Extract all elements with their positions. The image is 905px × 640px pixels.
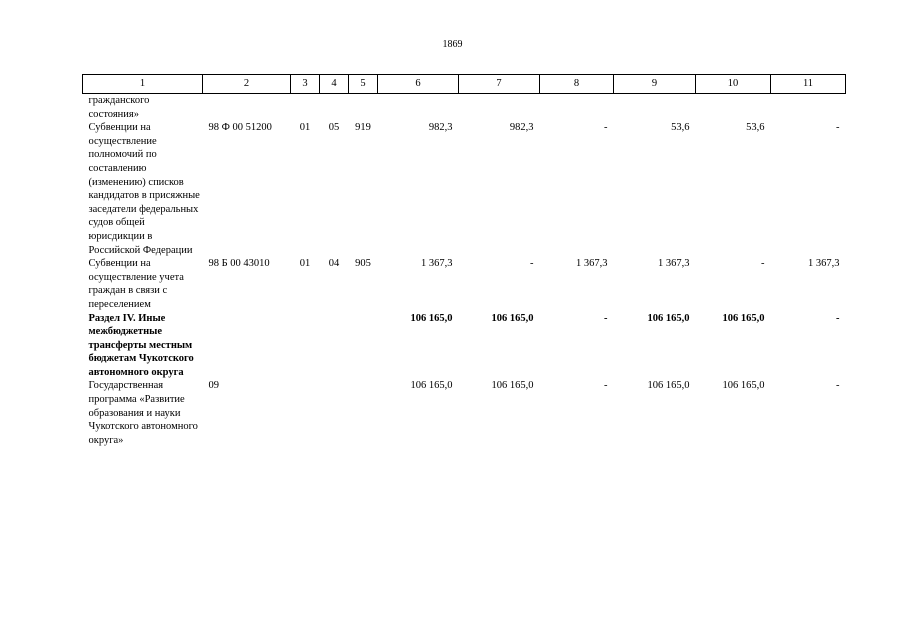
ministry-code-cell: 919	[355, 122, 371, 134]
value-cell: 106 165,0	[491, 380, 534, 392]
column-header: 8	[539, 74, 614, 94]
value-cell: -	[530, 258, 534, 270]
subsection-cell	[320, 312, 349, 380]
row-name-cell: Субвенции на осуществление учета граждан…	[88, 258, 184, 310]
value-cell: 53,6	[746, 122, 765, 134]
ministry-code-cell	[349, 94, 378, 122]
value-cell: 106 165,0	[410, 312, 453, 324]
value-cell: 53,6	[671, 122, 690, 134]
value-cell: -	[836, 380, 840, 392]
column-header: 4	[319, 74, 349, 94]
subsection-cell: 04	[328, 258, 340, 270]
value-cell: 982,3	[509, 122, 534, 134]
value-cell: 1 367,3	[421, 258, 453, 270]
column-header: 2	[202, 74, 291, 94]
table-row: Раздел IV. Иные межбюджетные трансферты …	[83, 312, 846, 380]
value-cell: 1 367,3	[576, 258, 608, 270]
value-cell: -	[836, 312, 840, 324]
value-cell: 106 165,0	[410, 380, 453, 392]
table-row: Государственная программа «Развитие обра…	[83, 379, 846, 447]
section-cell	[291, 94, 320, 122]
table-row: Субвенции на осуществление полномочий по…	[83, 121, 846, 257]
value-cell: -	[604, 312, 608, 324]
table-body: гражданского состояния» Субвенции на осущ…	[83, 94, 846, 448]
ministry-code-cell: 905	[355, 258, 371, 270]
value-cell: -	[604, 380, 608, 392]
row-name-cell: гражданского состояния»	[88, 95, 150, 120]
value-cell	[614, 94, 696, 122]
ministry-code-cell	[349, 379, 378, 447]
column-header: 9	[613, 74, 696, 94]
column-header: 10	[695, 74, 771, 94]
value-cell: 1 367,3	[808, 258, 840, 270]
budget-code-cell: 98 Ф 00 51200	[208, 122, 272, 134]
value-cell: -	[761, 258, 765, 270]
ministry-code-cell	[349, 312, 378, 380]
subsection-cell	[320, 379, 349, 447]
column-header: 6	[377, 74, 459, 94]
row-name-cell: Государственная программа «Развитие обра…	[88, 380, 198, 446]
budget-code-cell	[203, 94, 291, 122]
column-header: 3	[290, 74, 320, 94]
column-number-header-row: 1 2 3 4 5 6 7 8 9 10 11	[82, 74, 846, 94]
column-header: 5	[348, 74, 378, 94]
budget-code-cell: 09	[208, 380, 220, 392]
section-cell	[291, 379, 320, 447]
value-cell: -	[604, 122, 608, 134]
column-header: 11	[770, 74, 846, 94]
column-header: 7	[458, 74, 540, 94]
budget-code-cell: 98 Б 00 43010	[208, 258, 270, 270]
value-cell: 106 165,0	[722, 312, 765, 324]
value-cell: 982,3	[428, 122, 453, 134]
value-cell	[696, 94, 771, 122]
section-cell: 01	[299, 122, 311, 134]
value-cell: 106 165,0	[722, 380, 765, 392]
value-cell: 106 165,0	[647, 312, 690, 324]
subsection-cell: 05	[328, 122, 340, 134]
value-cell	[771, 94, 846, 122]
value-cell	[540, 94, 614, 122]
table-row: Субвенции на осуществление учета граждан…	[83, 257, 846, 311]
value-cell: 106 165,0	[647, 380, 690, 392]
page-number: 1869	[442, 39, 463, 50]
row-name-cell: Раздел IV. Иные межбюджетные трансферты …	[88, 312, 194, 378]
budget-code-cell	[203, 312, 291, 380]
value-cell	[378, 94, 459, 122]
value-cell: 1 367,3	[658, 258, 690, 270]
value-cell: 106 165,0	[491, 312, 534, 324]
section-cell	[291, 312, 320, 380]
value-cell: -	[836, 122, 840, 134]
budget-table: 1 2 3 4 5 6 7 8 9 10 11 гражданского сос…	[82, 74, 846, 447]
section-cell: 01	[299, 258, 311, 270]
subsection-cell	[320, 94, 349, 122]
row-name-cell: Субвенции на осуществление полномочий по…	[88, 122, 200, 256]
column-header: 1	[82, 74, 203, 94]
table-row: гражданского состояния»	[83, 94, 846, 122]
value-cell	[459, 94, 540, 122]
